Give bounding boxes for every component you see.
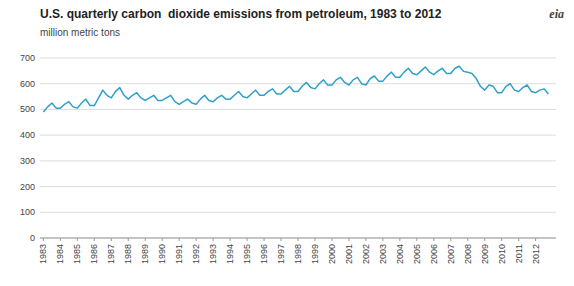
x-tick <box>179 238 180 241</box>
chart: U.S. quarterly carbon dioxide emissions … <box>0 0 574 286</box>
x-tick-label: 1992 <box>191 244 201 264</box>
x-tick <box>196 238 197 241</box>
y-tick-label: 600 <box>20 79 35 89</box>
x-tick <box>331 238 332 241</box>
x-tick <box>433 238 434 241</box>
x-tick-label: 2009 <box>480 244 490 264</box>
x-tick <box>247 238 248 241</box>
grid-line <box>40 212 556 213</box>
x-tick <box>314 238 315 241</box>
x-tick <box>467 238 468 241</box>
x-tick <box>501 238 502 241</box>
x-tick <box>162 238 163 241</box>
x-tick-label: 2004 <box>395 244 405 264</box>
x-tick-label: 2012 <box>531 244 541 264</box>
grid-line <box>40 109 556 110</box>
y-tick-label: 400 <box>20 130 35 140</box>
x-tick <box>230 238 231 241</box>
x-tick <box>518 238 519 241</box>
x-tick-label: 1995 <box>242 244 252 264</box>
x-tick <box>145 238 146 241</box>
x-tick-label: 1991 <box>174 244 184 264</box>
x-tick-label: 2005 <box>412 244 422 264</box>
x-tick-label: 1988 <box>123 244 133 264</box>
x-tick <box>281 238 282 241</box>
x-tick <box>111 238 112 241</box>
x-tick-label: 1984 <box>55 244 65 264</box>
y-tick-label: 700 <box>20 53 35 63</box>
x-tick-label: 2006 <box>429 244 439 264</box>
x-tick <box>77 238 78 241</box>
x-tick <box>94 238 95 241</box>
x-tick-label: 2002 <box>361 244 371 264</box>
x-tick <box>348 238 349 241</box>
x-tick-label: 2000 <box>327 244 337 264</box>
x-tick-label: 2003 <box>378 244 388 264</box>
x-tick <box>298 238 299 241</box>
title: U.S. quarterly carbon dioxide emissions … <box>40 7 442 21</box>
y-tick-label: 300 <box>20 156 35 166</box>
x-tick-label: 2010 <box>497 244 507 264</box>
x-tick <box>264 238 265 241</box>
x-tick <box>43 238 44 241</box>
y-axis-label: million metric tons <box>40 27 120 38</box>
x-tick-label: 1983 <box>38 244 48 264</box>
grid-line <box>40 58 556 59</box>
x-tick-label: 1994 <box>225 244 235 264</box>
x-tick-label: 1989 <box>140 244 150 264</box>
x-tick <box>128 238 129 241</box>
x-tick <box>535 238 536 241</box>
x-tick <box>399 238 400 241</box>
x-tick-label: 2007 <box>446 244 456 264</box>
x-tick <box>60 238 61 241</box>
x-tick-label: 1985 <box>72 244 82 264</box>
x-tick-label: 1996 <box>259 244 269 264</box>
x-tick-label: 1993 <box>208 244 218 264</box>
x-tick-label: 2011 <box>514 244 524 263</box>
line <box>43 66 548 112</box>
x-tick-label: 1999 <box>310 244 320 264</box>
x-tick-label: 1990 <box>157 244 167 264</box>
x-tick-label: 1998 <box>293 244 303 264</box>
x-tick <box>382 238 383 241</box>
x-tick <box>484 238 485 241</box>
grid-line <box>40 135 556 136</box>
plot-area <box>43 66 548 112</box>
x-tick-label: 2008 <box>463 244 473 264</box>
x-tick-label: 1987 <box>106 244 116 264</box>
x-tick <box>450 238 451 241</box>
x-tick <box>213 238 214 241</box>
x-tick-label: 2001 <box>344 244 354 264</box>
x-tick-label: 1986 <box>89 244 99 264</box>
x-tick <box>416 238 417 241</box>
y-tick-label: 200 <box>20 182 35 192</box>
y-tick-label: 500 <box>20 104 35 114</box>
x-tick-label: 1997 <box>276 244 286 264</box>
x-tick <box>365 238 366 241</box>
y-tick-label: 100 <box>20 207 35 217</box>
y-tick-label: 0 <box>30 233 35 243</box>
grid-line <box>40 160 556 161</box>
annotation: eia <box>549 7 564 21</box>
grid-line <box>40 186 556 187</box>
